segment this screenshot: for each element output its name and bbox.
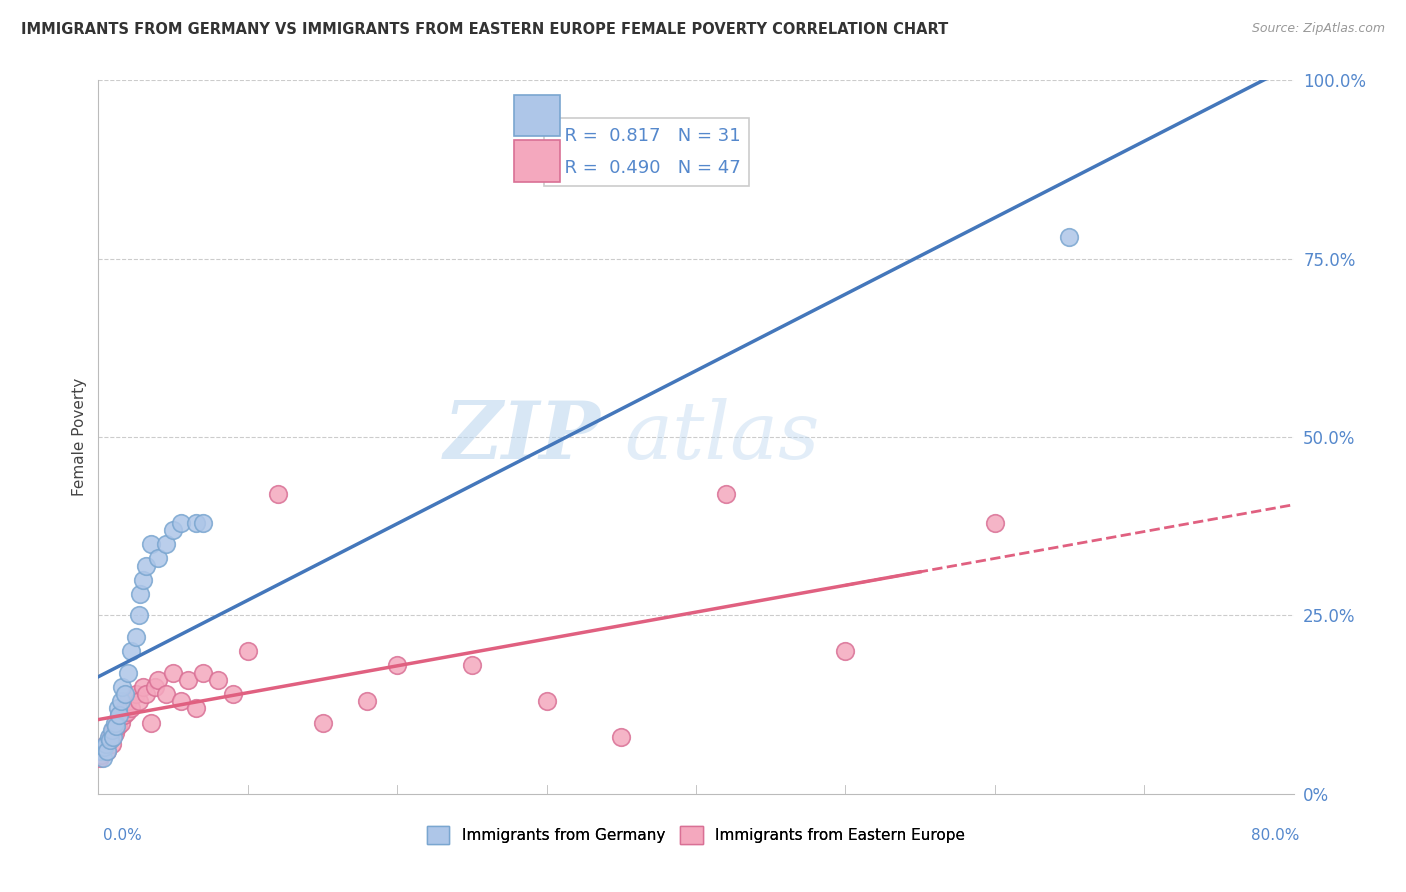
Text: 0.0%: 0.0%	[103, 828, 142, 843]
FancyBboxPatch shape	[515, 95, 560, 136]
Point	[1059, 230, 1081, 244]
Text: R =  0.817   N = 31
  R =  0.490   N = 47: R = 0.817 N = 31 R = 0.490 N = 47	[553, 127, 741, 177]
Point	[834, 644, 856, 658]
Point	[91, 751, 114, 765]
Point	[311, 715, 333, 730]
Point	[120, 701, 142, 715]
Point	[98, 730, 122, 744]
Point	[184, 516, 207, 530]
Point	[94, 737, 117, 751]
Point	[162, 523, 184, 537]
Point	[96, 744, 118, 758]
Point	[94, 737, 117, 751]
Point	[222, 687, 245, 701]
Point	[104, 715, 127, 730]
FancyBboxPatch shape	[515, 140, 560, 182]
Point	[112, 708, 135, 723]
Text: 80.0%: 80.0%	[1251, 828, 1299, 843]
Point	[108, 708, 131, 723]
Point	[103, 723, 125, 737]
Point	[93, 740, 115, 755]
Point	[107, 701, 129, 715]
Point	[177, 673, 200, 687]
Point	[139, 715, 162, 730]
Point	[135, 687, 157, 701]
Point	[169, 516, 191, 530]
Point	[96, 744, 118, 758]
Point	[111, 705, 134, 719]
Point	[125, 630, 148, 644]
Point	[191, 516, 214, 530]
Point	[236, 644, 259, 658]
Point	[385, 658, 409, 673]
Point	[148, 551, 170, 566]
Point	[132, 680, 155, 694]
Point	[98, 733, 122, 747]
Point	[114, 701, 136, 715]
Point	[155, 537, 177, 551]
Point	[108, 708, 131, 723]
Point	[105, 719, 128, 733]
Point	[91, 744, 114, 758]
Point	[610, 730, 633, 744]
Point	[148, 673, 170, 687]
Point	[129, 587, 152, 601]
Point	[104, 726, 127, 740]
Point	[93, 740, 115, 755]
Y-axis label: Female Poverty: Female Poverty	[72, 378, 87, 496]
Point	[110, 715, 132, 730]
Text: ZIP: ZIP	[443, 399, 600, 475]
Point	[105, 715, 128, 730]
Text: Source: ZipAtlas.com: Source: ZipAtlas.com	[1251, 22, 1385, 36]
Point	[120, 644, 142, 658]
Point	[356, 694, 378, 708]
Point	[114, 687, 136, 701]
Point	[97, 730, 120, 744]
Point	[207, 673, 229, 687]
Point	[125, 687, 148, 701]
Point	[90, 747, 112, 762]
Point	[103, 730, 125, 744]
Point	[115, 705, 138, 719]
Point	[143, 680, 166, 694]
Point	[267, 487, 290, 501]
Point	[714, 487, 737, 501]
Point	[101, 723, 124, 737]
Point	[117, 665, 139, 680]
Point	[155, 687, 177, 701]
Point	[110, 694, 132, 708]
Point	[117, 694, 139, 708]
Point	[184, 701, 207, 715]
Point	[128, 694, 150, 708]
Point	[135, 558, 157, 573]
Point	[536, 694, 558, 708]
Point	[461, 658, 484, 673]
Point	[132, 573, 155, 587]
Text: atlas: atlas	[624, 399, 820, 475]
Point	[101, 737, 124, 751]
Point	[111, 680, 134, 694]
Point	[107, 719, 129, 733]
Point	[89, 751, 111, 765]
Point	[984, 516, 1007, 530]
Point	[97, 733, 120, 747]
Legend: Immigrants from Germany, Immigrants from Eastern Europe: Immigrants from Germany, Immigrants from…	[420, 820, 972, 850]
Point	[90, 744, 112, 758]
Point	[128, 608, 150, 623]
Point	[169, 694, 191, 708]
Point	[191, 665, 214, 680]
Point	[162, 665, 184, 680]
Point	[139, 537, 162, 551]
Text: IMMIGRANTS FROM GERMANY VS IMMIGRANTS FROM EASTERN EUROPE FEMALE POVERTY CORRELA: IMMIGRANTS FROM GERMANY VS IMMIGRANTS FR…	[21, 22, 948, 37]
